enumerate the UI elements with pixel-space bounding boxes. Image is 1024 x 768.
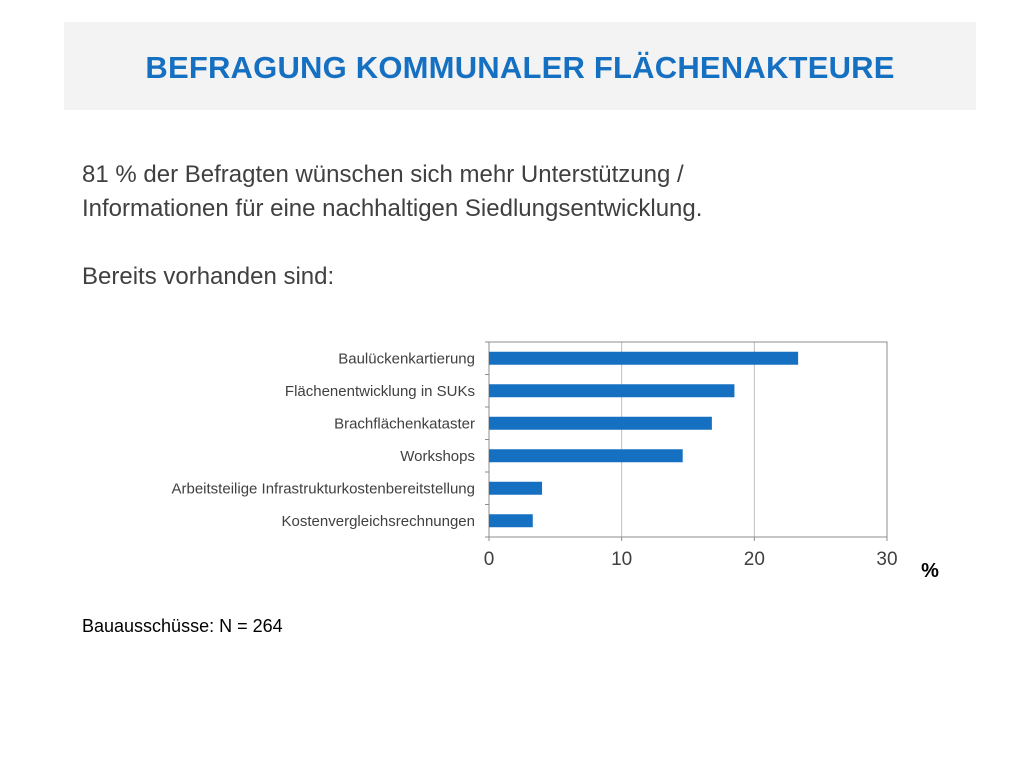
x-axis-label: % <box>921 560 939 582</box>
bar-0 <box>489 351 799 365</box>
bar-1 <box>489 384 735 398</box>
bar-4 <box>489 481 543 495</box>
sample-note: Bauausschüsse: N = 264 <box>82 616 283 636</box>
category-label-4: Arbeitsteilige Infrastrukturkostenbereit… <box>172 480 476 497</box>
x-tick-label-1: 10 <box>611 549 632 570</box>
category-label-1: Flächenentwicklung in SUKs <box>285 383 475 400</box>
x-tick-label-0: 0 <box>484 549 495 570</box>
x-tick-label-2: 20 <box>744 549 765 570</box>
x-tick-label-3: 30 <box>876 549 897 570</box>
bar-3 <box>489 449 683 463</box>
title-band: BEFRAGUNG KOMMUNALER FLÄCHENAKTEURE <box>64 22 976 110</box>
intro-text: 81 % der Befragten wünschen sich mehr Un… <box>82 158 942 226</box>
category-label-2: Brachflächenkataster <box>334 415 475 432</box>
bar-5 <box>489 514 533 528</box>
plot-frame <box>488 341 888 538</box>
intro-line-1: 81 % der Befragten wünschen sich mehr Un… <box>82 161 684 188</box>
intro-line-2: Informationen für eine nachhaltigen Sied… <box>82 195 703 222</box>
category-label-3: Workshops <box>400 448 475 465</box>
slide-title: BEFRAGUNG KOMMUNALER FLÄCHENAKTEURE <box>145 50 895 85</box>
category-label-0: Baulückenkartierung <box>338 350 475 367</box>
subhead: Bereits vorhanden sind: <box>82 263 335 290</box>
category-label-5: Kostenvergleichsrechnungen <box>282 513 475 530</box>
bar-2 <box>489 416 712 430</box>
